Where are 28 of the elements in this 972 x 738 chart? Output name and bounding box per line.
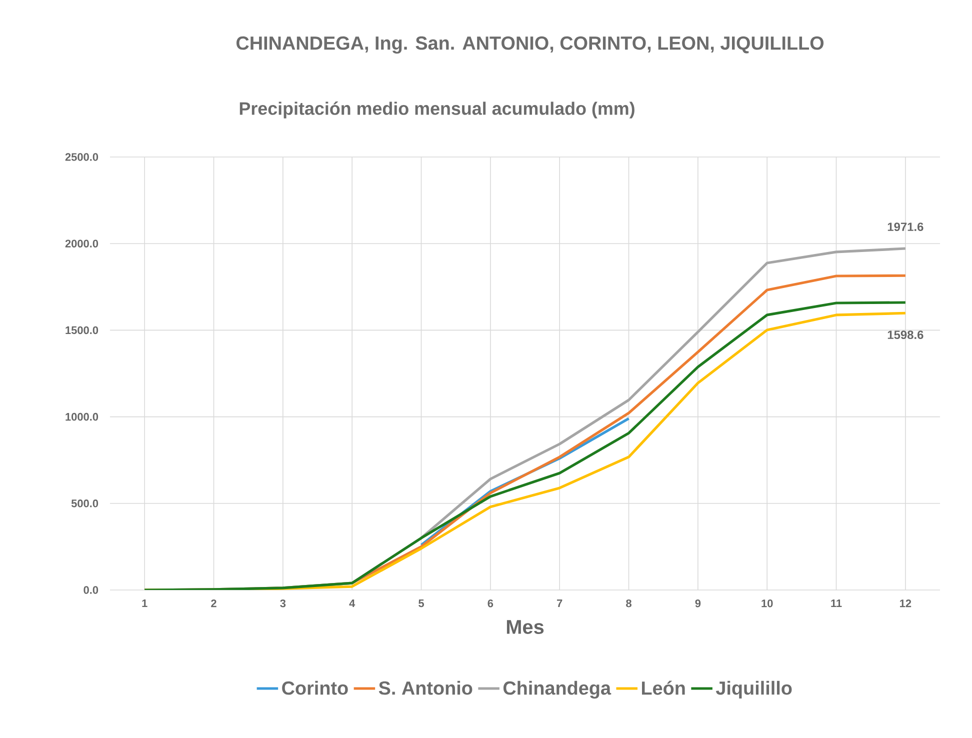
legend-label: Jiquilillo <box>716 680 792 699</box>
chart-title: CHINANDEGA, Ing. San. ANTONIO, CORINTO, LEON, JIQUILILLO <box>236 36 824 54</box>
x-tick-label: 6 <box>488 600 494 608</box>
y-tick-label: 2500.0 <box>65 153 98 161</box>
y-tick-label: 2000.0 <box>65 240 98 248</box>
legend-label: Chinandega <box>503 680 612 699</box>
y-tick-label: 1500.0 <box>66 326 98 334</box>
x-tick-label: 4 <box>349 600 356 608</box>
x-tick-label: 10 <box>762 600 773 608</box>
x-tick-label: 9 <box>695 600 701 608</box>
x-tick-label: 8 <box>626 600 632 608</box>
x-tick-label: 1 <box>142 600 148 608</box>
data-label: 1598.6 <box>888 330 924 340</box>
y-tick-label: 0.0 <box>84 586 98 594</box>
y-tick-label: 500.0 <box>71 500 98 508</box>
x-tick-label: 11 <box>831 600 842 608</box>
x-tick-label: 7 <box>557 600 562 608</box>
chart-subtitle: Precipitación medio mensual acumulado (mm) <box>240 102 634 118</box>
x-tick-label: 2 <box>211 600 216 608</box>
data-label: 1971.6 <box>888 222 924 232</box>
legend-label: S. Antonio <box>378 680 472 695</box>
legend-label: León <box>642 680 685 695</box>
x-axis-title: Mes <box>506 620 544 634</box>
x-tick-label: 5 <box>418 600 424 608</box>
x-tick-label: 3 <box>280 600 286 608</box>
legend-label: Corinto <box>282 680 348 695</box>
x-tick-label: 12 <box>900 600 912 608</box>
y-tick-label: 1000.0 <box>66 412 98 421</box>
